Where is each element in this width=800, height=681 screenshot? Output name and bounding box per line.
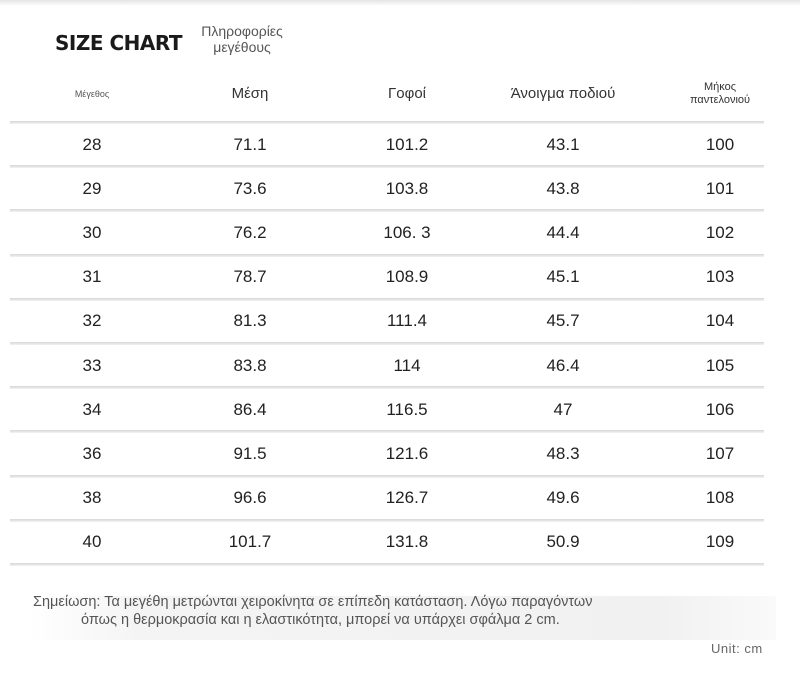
header-pant-length: Μήκος παντελονιού: [660, 66, 780, 121]
cell-leg-opening: 45.7: [546, 311, 580, 331]
row-divider: [10, 342, 764, 345]
cell-waist: 71.1: [233, 134, 267, 154]
cell-hips: 126.7: [385, 488, 429, 508]
table-row: 36 91.5 121.6 48.3 107: [10, 433, 764, 474]
cell-waist: 96.6: [233, 488, 267, 508]
title-row: SIZE CHART Πληροφορίες μεγέθους: [55, 20, 292, 55]
cell-hips: 114: [393, 355, 421, 375]
cell-pant-length: 108: [705, 488, 735, 508]
header-hips: Γοφοί: [387, 85, 426, 102]
row-divider: [10, 563, 764, 566]
cell-waist: 91.5: [233, 443, 267, 463]
cell-size: 31: [82, 267, 102, 287]
row-divider: [10, 297, 764, 301]
top-edge-shadow: [0, 0, 800, 6]
cell-hips: 131.8: [385, 532, 429, 552]
cell-waist: 76.2: [233, 222, 267, 242]
cell-leg-opening: 43.1: [546, 134, 580, 154]
cell-size: 36: [82, 443, 102, 463]
header-pant-length-label: Μήκος παντελονιού: [689, 80, 751, 106]
cell-pant-length: 100: [705, 134, 735, 154]
cell-leg-opening: 47: [553, 399, 573, 419]
table-row: 28 71.1 101.2 43.1 100: [10, 124, 764, 165]
table-row: 34 86.4 116.5 47 106: [10, 389, 764, 430]
table-row: 33 83.8 114 46.4 105: [10, 345, 764, 386]
cell-size: 28: [82, 134, 102, 154]
cell-size: 40: [82, 532, 102, 552]
cell-hips: 121.6: [385, 443, 429, 463]
cell-pant-length: 101: [705, 178, 735, 198]
cell-pant-length: 105: [705, 355, 735, 375]
cell-size: 33: [82, 355, 102, 375]
cell-size: 38: [82, 488, 102, 508]
table-row: 31 78.7 108.9 45.1 103: [10, 257, 764, 298]
cell-waist: 81.3: [233, 311, 267, 331]
table-row: 40 101.7 131.8 50.9 109: [10, 522, 764, 563]
cell-leg-opening: 44.4: [546, 222, 580, 242]
row-divider: [10, 209, 764, 213]
table-row: 32 81.3 111.4 45.7 104: [10, 301, 764, 342]
page-subtitle: Πληροφορίες μεγέθους: [201, 23, 283, 55]
cell-hips: 108.9: [385, 267, 429, 287]
cell-hips: 111.4: [386, 311, 428, 331]
cell-size: 30: [82, 222, 102, 242]
cell-pant-length: 104: [705, 311, 735, 331]
note-text-line-2: όπως η θερμοκρασία και η ελαστικότητα, μ…: [81, 612, 560, 628]
cell-waist: 101.7: [228, 532, 272, 552]
row-divider: [10, 430, 764, 434]
header-waist: Μέση: [231, 85, 269, 102]
cell-hips: 103.8: [385, 178, 429, 198]
row-divider: [10, 518, 764, 522]
cell-pant-length: 103: [705, 267, 735, 287]
cell-hips: 106. 3: [383, 222, 431, 242]
cell-pant-length: 109: [705, 532, 735, 552]
header-leg-opening: Άνοιγμα ποδιού: [510, 85, 616, 102]
table-header-row: Μέγεθος Μέση Γοφοί Άνοιγμα ποδιού Μήκος …: [10, 66, 764, 121]
header-size: Μέγεθος: [74, 88, 110, 99]
table-row: 29 73.6 103.8 43.8 101: [10, 168, 764, 209]
cell-waist: 86.4: [233, 399, 267, 419]
row-divider: [10, 386, 764, 390]
row-divider: [10, 474, 764, 478]
row-divider: [10, 165, 764, 169]
cell-leg-opening: 46.4: [546, 355, 580, 375]
cell-pant-length: 106: [705, 399, 735, 419]
size-table: Μέγεθος Μέση Γοφοί Άνοιγμα ποδιού Μήκος …: [10, 66, 764, 566]
cell-leg-opening: 50.9: [546, 532, 580, 552]
cell-leg-opening: 43.8: [546, 178, 580, 198]
cell-size: 32: [82, 311, 102, 331]
cell-hips: 116.5: [386, 399, 428, 419]
cell-size: 34: [82, 399, 102, 419]
cell-waist: 83.8: [233, 355, 267, 375]
note-text-line-1: Σημείωση: Τα μεγέθη μετρώνται χειροκίνητ…: [33, 594, 593, 610]
cell-waist: 73.6: [233, 178, 267, 198]
table-row: 30 76.2 106. 3 44.4 102: [10, 212, 764, 253]
cell-hips: 101.2: [385, 134, 429, 154]
table-row: 38 96.6 126.7 49.6 108: [10, 478, 764, 519]
row-divider: [10, 121, 764, 124]
row-divider: [10, 253, 764, 257]
note-background: [28, 596, 776, 640]
cell-size: 29: [82, 178, 102, 198]
page-title: SIZE CHART: [55, 31, 183, 55]
unit-label: Unit: cm: [711, 641, 763, 656]
cell-waist: 78.7: [233, 267, 267, 287]
cell-leg-opening: 48.3: [546, 443, 580, 463]
cell-leg-opening: 45.1: [546, 267, 580, 287]
cell-pant-length: 107: [705, 443, 735, 463]
cell-leg-opening: 49.6: [546, 488, 580, 508]
cell-pant-length: 102: [705, 222, 735, 242]
